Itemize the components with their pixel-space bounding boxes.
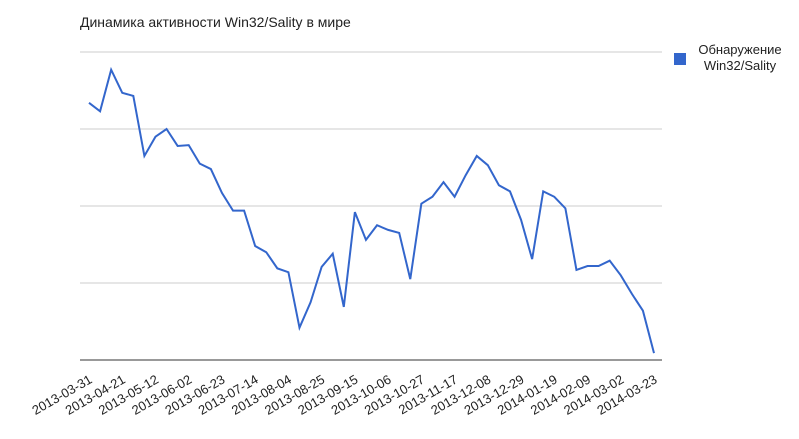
data-line [88,66,655,354]
legend: Обнаружение Win32/Sality [674,42,796,74]
chart-title: Динамика активности Win32/Sality в мире [80,14,351,30]
legend-swatch [674,53,686,65]
legend-label: Обнаружение Win32/Sality [698,42,782,73]
